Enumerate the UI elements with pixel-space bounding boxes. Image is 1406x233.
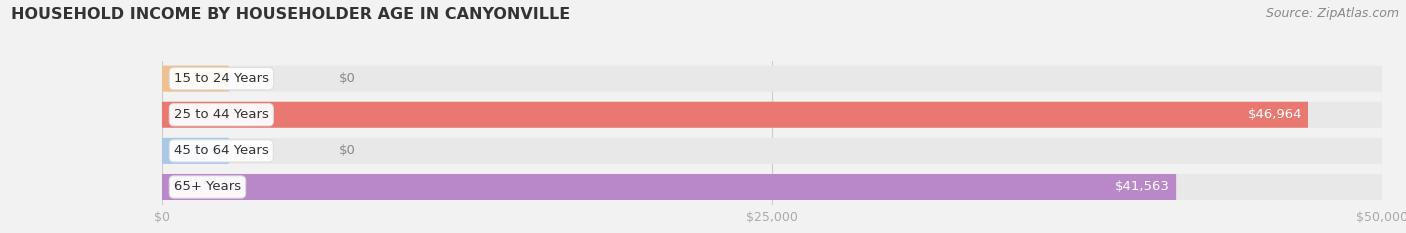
Text: 65+ Years: 65+ Years	[174, 181, 240, 193]
Text: $0: $0	[339, 144, 356, 157]
Text: 25 to 44 Years: 25 to 44 Years	[174, 108, 269, 121]
FancyBboxPatch shape	[162, 66, 229, 92]
Text: Source: ZipAtlas.com: Source: ZipAtlas.com	[1265, 7, 1399, 20]
FancyBboxPatch shape	[162, 66, 1382, 92]
FancyBboxPatch shape	[162, 138, 1382, 164]
FancyBboxPatch shape	[162, 174, 1177, 200]
FancyBboxPatch shape	[162, 138, 229, 164]
Text: 45 to 64 Years: 45 to 64 Years	[174, 144, 269, 157]
FancyBboxPatch shape	[162, 102, 1308, 128]
Text: $46,964: $46,964	[1247, 108, 1302, 121]
Text: HOUSEHOLD INCOME BY HOUSEHOLDER AGE IN CANYONVILLE: HOUSEHOLD INCOME BY HOUSEHOLDER AGE IN C…	[11, 7, 571, 22]
FancyBboxPatch shape	[162, 102, 1382, 128]
Text: $41,563: $41,563	[1115, 181, 1170, 193]
Text: 15 to 24 Years: 15 to 24 Years	[174, 72, 269, 85]
FancyBboxPatch shape	[162, 174, 1382, 200]
Text: $0: $0	[339, 72, 356, 85]
